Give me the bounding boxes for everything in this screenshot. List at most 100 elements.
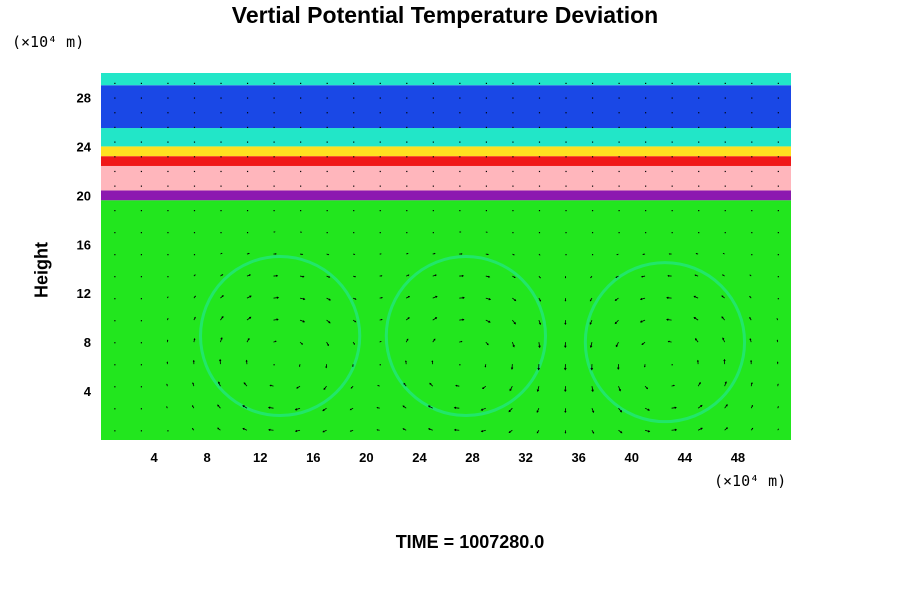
arrow-head	[668, 253, 671, 255]
vector-dot	[618, 210, 620, 212]
vector-dot	[167, 112, 169, 114]
x-tick-label: 24	[412, 450, 427, 465]
arrow-head	[615, 276, 618, 278]
vector-dot	[114, 185, 116, 187]
vector-dot	[273, 210, 275, 212]
chart-title: Vertial Potential Temperature Deviation	[231, 2, 659, 28]
vector-dot	[618, 232, 620, 234]
vector-dot	[591, 97, 594, 99]
arrow-head	[509, 388, 512, 392]
arrow-head	[302, 320, 306, 323]
vector-dot	[591, 82, 594, 84]
vector-dot	[273, 170, 275, 173]
arrow-head	[322, 409, 325, 412]
vector-dot	[167, 141, 169, 143]
arrow-head	[564, 410, 567, 413]
vector-dot	[618, 141, 620, 143]
arrow-head	[294, 429, 298, 433]
velocity-arrow	[666, 319, 672, 321]
arrow-head	[640, 275, 643, 278]
vector-dot	[432, 232, 434, 234]
arrow-head	[508, 431, 511, 433]
arrow-head	[615, 344, 618, 348]
y-tick-label: 12	[77, 286, 91, 301]
arrow-head	[513, 254, 515, 256]
vector-dot	[591, 141, 594, 143]
vector-dot	[698, 112, 700, 114]
arrow-head	[536, 389, 540, 392]
vector-dot	[406, 126, 408, 129]
vector-dot	[379, 170, 381, 173]
field-band-red	[101, 156, 791, 166]
velocity-arrow	[591, 386, 594, 392]
arrow-head	[427, 428, 431, 431]
vector-dot	[645, 185, 647, 187]
arrow-head	[539, 299, 542, 302]
arrow-head	[349, 408, 352, 411]
vector-dot	[193, 97, 196, 99]
vector-dot	[618, 156, 620, 158]
arrow-head	[777, 405, 779, 408]
vector-dot	[379, 126, 381, 129]
y-tick-label: 8	[84, 335, 91, 350]
vector-dot	[565, 170, 567, 173]
arrow-head	[589, 322, 592, 325]
arrow-head	[750, 359, 753, 362]
vector-dot	[777, 298, 779, 300]
arrow-head	[328, 321, 331, 324]
arrow-head	[325, 366, 328, 369]
vector-dot	[379, 82, 381, 84]
arrow-head	[639, 320, 643, 323]
vector-dot	[565, 232, 567, 234]
vector-dot	[485, 112, 488, 114]
arrow-head	[194, 316, 196, 319]
vector-dot	[193, 126, 196, 129]
vector-dot	[246, 210, 249, 212]
vector-dot	[671, 97, 673, 99]
arrow-head	[592, 410, 595, 414]
arrow-head	[693, 295, 696, 298]
vector-dot	[326, 112, 328, 114]
vector-dot	[724, 232, 726, 234]
vector-dot	[512, 156, 514, 158]
vector-dot	[353, 126, 355, 129]
velocity-arrow	[693, 317, 699, 321]
vector-dot	[300, 82, 302, 84]
vector-dot	[140, 170, 143, 173]
vector-dot	[220, 156, 222, 158]
vector-dot	[698, 210, 700, 212]
velocity-arrow	[273, 297, 279, 299]
arrow-head	[192, 405, 194, 407]
vector-dot	[777, 112, 779, 114]
vector-dot	[273, 126, 275, 129]
arrow-head	[354, 298, 357, 300]
vector-dot	[167, 276, 169, 278]
vector-dot	[698, 156, 700, 158]
y-tick-label: 28	[77, 90, 91, 105]
temperature-field	[101, 73, 791, 440]
vector-dot	[565, 141, 567, 143]
vector-dot	[300, 185, 302, 187]
arrow-head	[276, 318, 279, 321]
arrow-head	[751, 427, 754, 430]
vector-dot	[538, 185, 541, 187]
velocity-arrow	[512, 319, 516, 325]
vector-dot	[565, 97, 567, 99]
vector-dot	[645, 156, 647, 158]
vector-dot	[671, 364, 673, 366]
vector-dot	[167, 170, 169, 173]
arrow-head	[513, 322, 516, 325]
vector-dot	[671, 156, 673, 158]
vector-dot	[326, 170, 328, 173]
arrow-head	[563, 367, 567, 371]
arrow-head	[380, 275, 383, 277]
arrow-head	[643, 365, 646, 368]
vector-dot	[485, 82, 488, 84]
vector-dot	[512, 210, 514, 212]
field-band-green	[101, 200, 791, 440]
vector-dot	[379, 364, 381, 366]
arrow-head	[381, 318, 383, 321]
arrow-head	[698, 382, 701, 385]
arrow-head	[776, 339, 779, 342]
vector-dot	[777, 126, 779, 129]
